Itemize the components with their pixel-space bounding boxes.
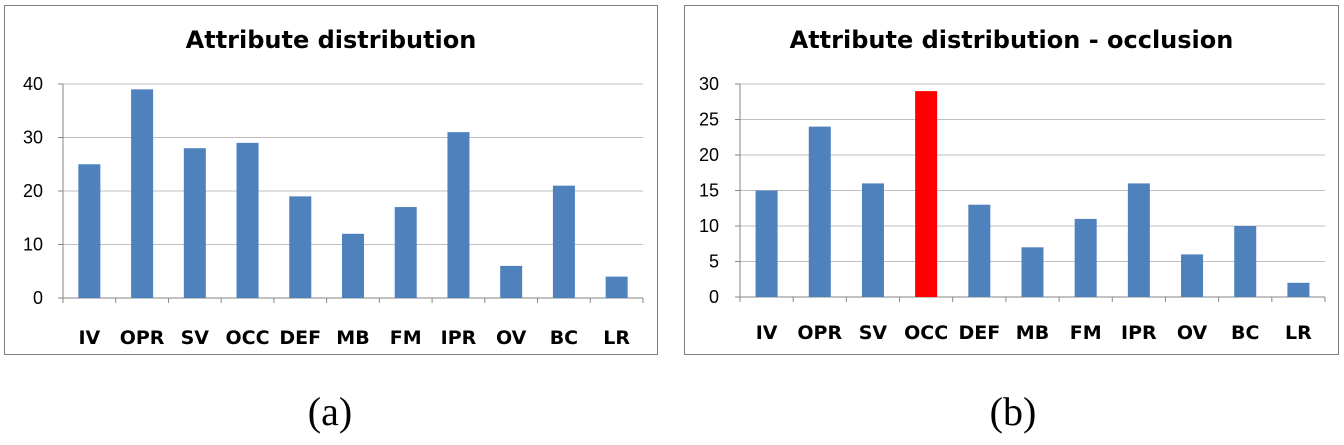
y-tick-label: 5 <box>709 252 719 272</box>
figure-caption-b: (b) <box>989 389 1037 434</box>
x-category-label: FM <box>390 327 422 349</box>
bar-iv <box>78 164 101 298</box>
x-category-label: LR <box>603 327 630 349</box>
x-category-label: DEF <box>279 327 321 349</box>
x-category-label: DEF <box>958 322 1000 344</box>
y-tick-label: 30 <box>23 128 43 148</box>
x-category-label: MB <box>336 327 369 349</box>
figure-caption-a: (a) <box>307 389 353 434</box>
bar-ipr <box>447 132 470 298</box>
bar-opr <box>808 126 831 297</box>
bar-ov <box>500 265 523 298</box>
x-category-label: IV <box>78 327 100 349</box>
chart-plot-a: 0 10 20 30 40 IV OPR SV OCC DEF MB FM IPR OV BC LR <box>23 74 644 349</box>
y-tick-label: 30 <box>699 74 719 94</box>
y-tick-label: 0 <box>709 287 719 307</box>
bar-fm <box>394 207 417 298</box>
x-category-label: BC <box>550 327 578 349</box>
bar-occ <box>236 142 259 298</box>
y-tick-label: 15 <box>699 181 719 201</box>
x-category-label: SV <box>859 322 888 344</box>
y-tick-label: 40 <box>23 74 43 94</box>
bar-opr <box>131 89 154 298</box>
x-category-label: OPR <box>797 322 842 344</box>
bar-occ <box>915 91 938 297</box>
x-category-label: MB <box>1016 322 1049 344</box>
x-category-label: LR <box>1285 322 1312 344</box>
bar-def <box>968 204 991 297</box>
bar-sv <box>861 183 884 297</box>
chart-panel-a: Attribute distribution 0 10 20 30 40 IV OPR SV O… <box>4 5 658 355</box>
x-category-label: BC <box>1231 322 1259 344</box>
bar-mb <box>342 233 364 298</box>
bar-ipr <box>1127 183 1150 297</box>
bar-def <box>289 196 312 298</box>
bar-bc <box>1234 226 1257 297</box>
bar-sv <box>183 148 206 298</box>
x-category-label: OCC <box>226 327 270 349</box>
x-category-label: IPR <box>1121 322 1157 344</box>
bar-bc <box>552 185 575 298</box>
chart-panel-b: Attribute distribution - occlusion 0 5 10 1… <box>684 5 1339 355</box>
x-category-label: IPR <box>441 327 477 349</box>
bar-mb <box>1021 247 1044 297</box>
chart-plot-b: 0 5 10 15 20 25 30 IV OPR SV OCC DEF MB FM IPR OV BC LR <box>699 74 1326 344</box>
x-category-label: OCC <box>904 322 948 344</box>
bar-fm <box>1074 218 1097 297</box>
y-tick-label: 20 <box>23 181 43 201</box>
y-tick-label: 0 <box>33 288 43 308</box>
chart-title-b: Attribute distribution - occlusion <box>789 26 1234 54</box>
y-tick-label: 20 <box>699 145 719 165</box>
bar-iv <box>755 190 778 297</box>
x-category-label: OV <box>496 327 527 349</box>
bar-lr <box>1287 282 1310 297</box>
x-category-label: FM <box>1070 322 1102 344</box>
x-category-label: OV <box>1177 322 1208 344</box>
bar-lr <box>605 276 628 298</box>
x-category-label: IV <box>756 322 778 344</box>
bar-ov <box>1181 254 1204 297</box>
chart-title-a: Attribute distribution <box>185 26 477 54</box>
x-category-label: SV <box>181 327 210 349</box>
y-tick-label: 10 <box>23 235 43 255</box>
x-category-label: OPR <box>120 327 165 349</box>
y-tick-label: 25 <box>699 110 719 130</box>
y-tick-label: 10 <box>699 216 719 236</box>
